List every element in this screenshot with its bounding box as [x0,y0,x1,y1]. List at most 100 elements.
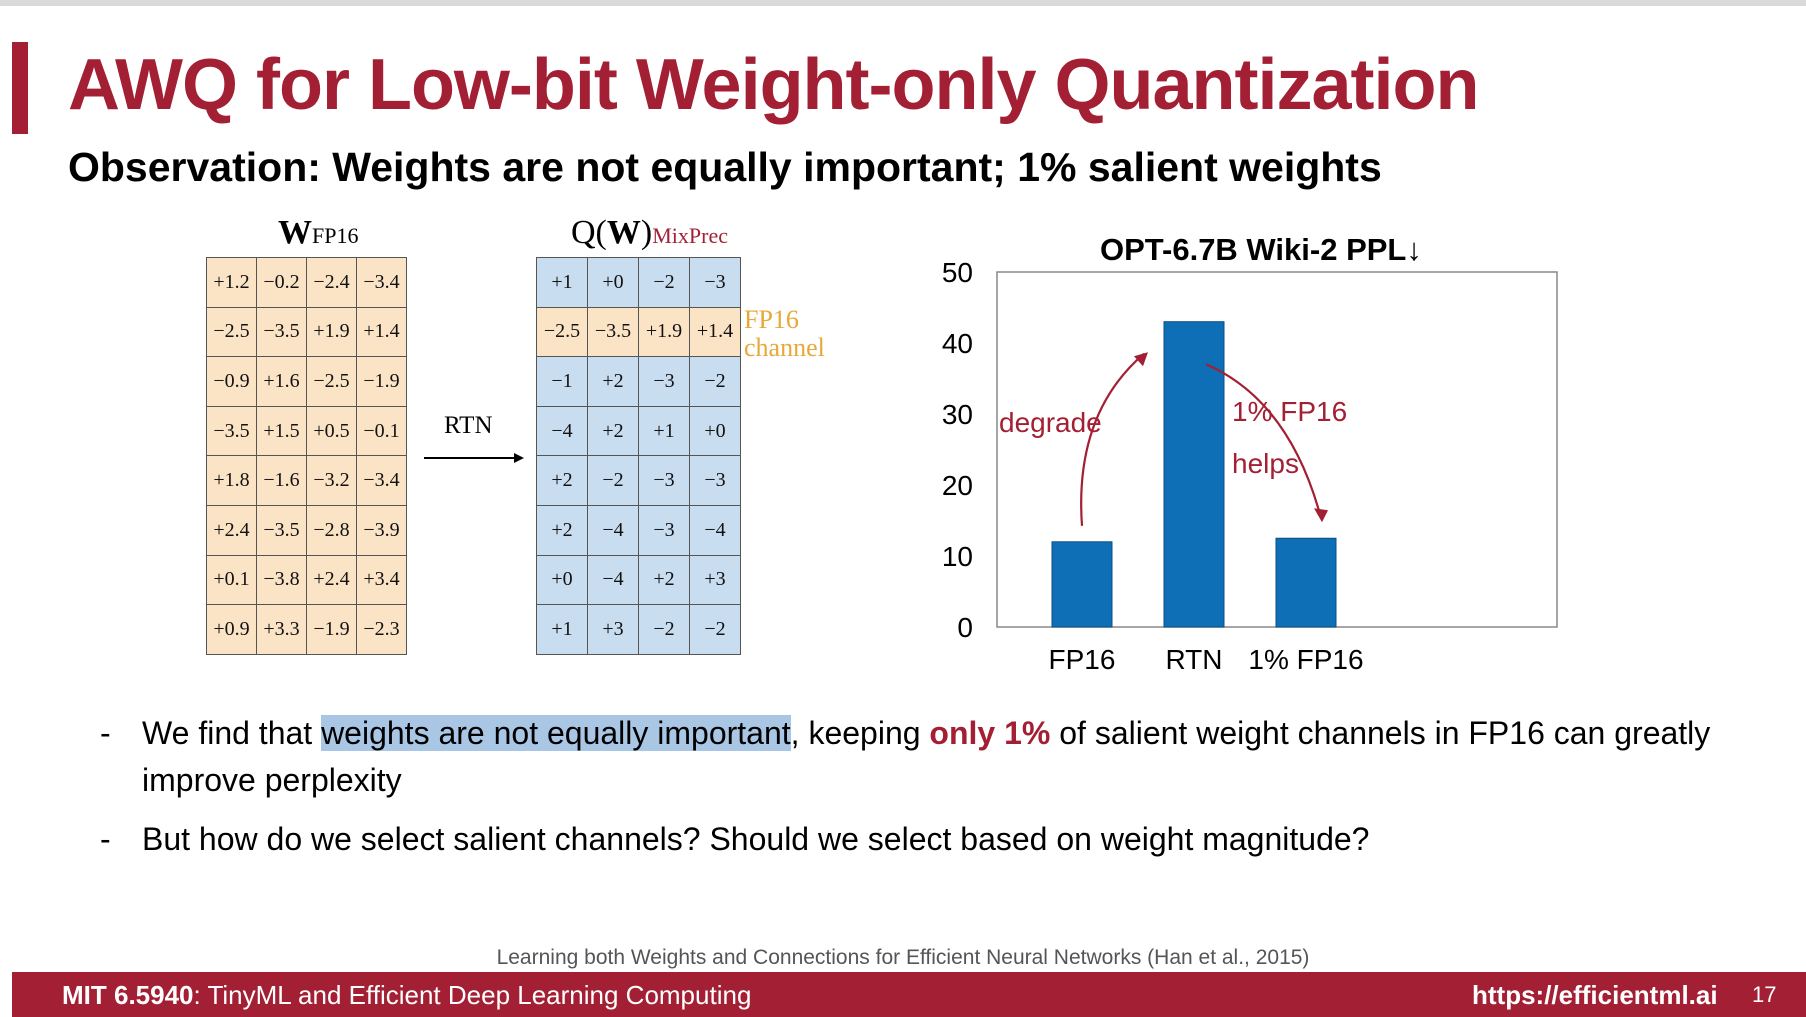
chart-title: OPT-6.7B Wiki-2 PPL↓ [1100,232,1422,267]
wfp16-matrix-cell: +1.8 [206,455,257,506]
qw-matrix-cell: −3.5 [587,306,639,358]
wfp16-matrix-cell: +1.9 [306,306,357,358]
wfp16-matrix-cell: −3.8 [256,554,307,606]
qw-matrix-cell: +2 [536,504,588,556]
rtn-arrow-icon [424,453,524,463]
bar-1-fp16 [1275,537,1337,628]
wfp16-matrix-cell: +0.1 [206,554,257,606]
footer-course-title: : TinyML and Efficient Deep Learning Com… [193,980,752,1010]
wfp16-matrix-cell: −2.3 [356,604,407,655]
wfp16-matrix-cell: −2.8 [306,504,357,556]
wfp16-matrix-cell: +1.6 [256,356,307,407]
bullet-1-pre: We find that [142,715,322,751]
wfp16-matrix-cell: −3.4 [356,257,407,308]
bullet-1-highlight[interactable]: weights are not equally important [321,715,791,751]
qw-matrix-cell: −3 [638,455,690,506]
footer-bar: MIT 6.5940: TinyML and Efficient Deep Le… [12,972,1806,1017]
bullet-1-emphasis: only 1% [929,715,1051,751]
qw-matrix-row: +2 −4 −3 −4 [536,504,741,556]
qw-matrix-cell: +0 [689,405,741,457]
wfp16-matrix-cell: +1.2 [206,257,257,308]
helps-arrowhead-icon [1314,508,1328,523]
bar-rtn [1163,321,1225,628]
bullet-1-post: of salient weight channels in FP16 can g… [142,715,1711,798]
qw-matrix-row: +2 −2 −3 −3 [536,455,741,506]
wfp16-matrix: +1.2 −0.2 −2.4 −3.4 −2.5 −3.5 +1.9 +1.4 −0.9 +1.6… [206,257,407,655]
helps-arrow-icon [1205,363,1322,515]
qw-heading-close: ) [640,214,653,251]
wfp16-matrix-cell: −1.6 [256,455,307,506]
wfp16-matrix-cell: −3.5 [256,504,307,556]
wfp16-matrix-row: −0.9 +1.6 −2.5 −1.9 [206,356,407,407]
qw-matrix-row: +1 +3 −2 −2 [536,604,741,655]
qw-matrix-cell: −3 [638,504,690,556]
qw-matrix-row: −1 +2 −3 −2 [536,356,741,407]
qw-matrix-cell: −3 [689,257,741,308]
x-tick-label: RTN [1165,644,1222,675]
annotation-helps-line2: helps [1232,448,1299,479]
wfp16-matrix-cell: +2.4 [206,504,257,556]
footer-course: MIT 6.5940: TinyML and Efficient Deep Le… [62,980,751,1011]
qw-heading: Q(W)MixPrec [571,214,728,252]
qw-matrix-cell: +2 [536,455,588,506]
annotation-degrade: degrade [999,407,1102,438]
slide-title: AWQ for Low-bit Weight-only Quantization [68,45,1479,125]
qw-matrix-row: −4 +2 +1 +0 [536,405,741,457]
bullet-1: - We find that weights are not equally i… [100,710,1760,804]
bullet-2-text: But how do we select salient channels? S… [142,821,1370,857]
wfp16-matrix-cell: +1.5 [256,405,307,457]
qw-matrix-cell: −2 [638,257,690,308]
perplexity-bar-chart: 0 10 20 30 40 50 FP16 RTN 1% FP16 degrade 1% FP16 h… [942,257,1558,675]
qw-matrix-cell: +1 [638,405,690,457]
footer-url-link[interactable]: https://efficientml.ai [1472,980,1718,1010]
qw-matrix-cell: −4 [536,405,588,457]
title-accent-bar [12,42,28,134]
wfp16-matrix-cell: +2.4 [306,554,357,606]
wfp16-matrix-row: +2.4 −3.5 −2.8 −3.9 [206,504,407,556]
wfp16-matrix-cell: −2.5 [306,356,357,407]
qw-matrix-cell: −4 [689,504,741,556]
qw-heading-open: Q( [571,214,607,251]
wfp16-matrix-cell: +1.4 [356,306,407,358]
slide-subtitle: Observation: Weights are not equally imp… [68,144,1382,190]
qw-matrix-cell: −4 [587,504,639,556]
x-tick-label: 1% FP16 [1248,644,1363,675]
qw-heading-sub: MixPrec [652,223,728,248]
qw-matrix-cell: −2 [638,604,690,655]
wfp16-matrix-cell: +0.9 [206,604,257,655]
y-tick-label: 10 [942,541,973,572]
wfp16-matrix-cell: +0.5 [306,405,357,457]
wfp16-matrix-cell: +3.3 [256,604,307,655]
fp16-channel-label-line1: FP16 [744,305,799,334]
wfp16-heading-sub: FP16 [312,223,359,248]
qw-matrix-cell: −2 [689,356,741,407]
wfp16-matrix-cell: −0.9 [206,356,257,407]
wfp16-matrix-cell: +3.4 [356,554,407,606]
qw-matrix-cell: −1 [536,356,588,407]
wfp16-matrix-row: +0.9 +3.3 −1.9 −2.3 [206,604,407,655]
y-tick-label: 40 [942,328,973,359]
qw-matrix-cell: +1.9 [638,306,690,358]
qw-matrix-row: +1 +0 −2 −3 [536,257,741,308]
qw-matrix-cell: +2 [587,356,639,407]
y-tick-label: 0 [957,612,973,643]
qw-matrix-cell: −3 [689,455,741,506]
qw-matrix-cell: +0 [536,554,588,606]
wfp16-matrix-cell: −0.2 [256,257,307,308]
bar-fp16 [1051,541,1113,628]
qw-matrix-cell: +1 [536,604,588,655]
bullet-dash: - [100,715,111,751]
y-tick-label: 50 [942,257,973,288]
degrade-arrowhead-icon [1134,352,1148,367]
wfp16-matrix-row: −2.5 −3.5 +1.9 +1.4 [206,306,407,358]
wfp16-matrix-row: +1.2 −0.2 −2.4 −3.4 [206,257,407,308]
qw-matrix-cell: +2 [638,554,690,606]
wfp16-matrix-row: +0.1 −3.8 +2.4 +3.4 [206,554,407,606]
wfp16-matrix-cell: −3.2 [306,455,357,506]
wfp16-matrix-row: +1.8 −1.6 −3.2 −3.4 [206,455,407,506]
wfp16-matrix-cell: −3.4 [356,455,407,506]
qw-matrix-row: +0 −4 +2 +3 [536,554,741,606]
qw-matrix-cell: −2.5 [536,306,588,358]
qw-matrix: +1 +0 −2 −3 −2.5 −3.5 +1.9 +1.4 −1 +2 −3 −2 −4 +2 +1 +0… [536,257,741,655]
qw-matrix-cell: −3 [638,356,690,407]
